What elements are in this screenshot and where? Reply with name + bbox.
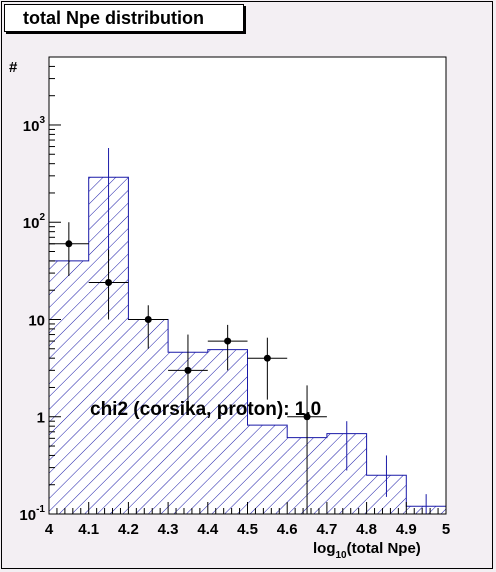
y-tick-label: 103 [23,115,46,135]
data-point [184,366,192,374]
data-point [65,240,73,248]
x-axis-label-rest: (total Npe) [347,540,421,557]
chart-title: total Npe distribution [4,4,244,32]
histogram-bin [247,425,288,514]
x-tick-label: 4.4 [197,521,219,538]
x-tick-label: 4.9 [396,521,417,538]
data-points-layer [49,222,327,514]
x-tick-label: 4.7 [316,521,337,538]
histogram-bin [49,260,89,514]
x-tick-label: 4.5 [237,521,258,538]
y-tick-label: 10 [28,312,45,329]
x-axis-label-subscript: 10 [336,550,348,561]
histogram-layer [48,147,447,514]
data-point [224,337,232,345]
chi2-annotation: chi2 (corsika, proton): 1.0 [90,399,321,420]
y-tick-label: 10-1 [19,504,45,524]
axes-layer: 4 4.1 4.2 4.3 4.4 4.5 4.6 4.7 4.8 4.9 5 10-1 1 10 102 1… [19,56,450,538]
x-tick-label: 4.1 [78,521,99,538]
histogram-bin [207,349,248,514]
x-tick-label: 4 [45,521,54,538]
x-axis-label-main: log [313,540,336,557]
y-tick-label: 1 [37,410,45,427]
data-point [105,279,113,287]
y-axis-label: # [9,59,18,76]
x-tick-label: 4.8 [356,521,377,538]
histogram-bin [128,319,169,514]
data-point [303,413,311,421]
y-tick-label: 102 [23,212,46,232]
data-point [263,354,271,362]
x-axis-label: log10(total Npe) [313,540,421,561]
x-tick-label: 4.6 [277,521,298,538]
x-tick-label: 5 [442,521,450,538]
x-tick-label: 4.2 [118,521,139,538]
x-tick-label: 4.3 [158,521,179,538]
data-point [144,315,152,323]
